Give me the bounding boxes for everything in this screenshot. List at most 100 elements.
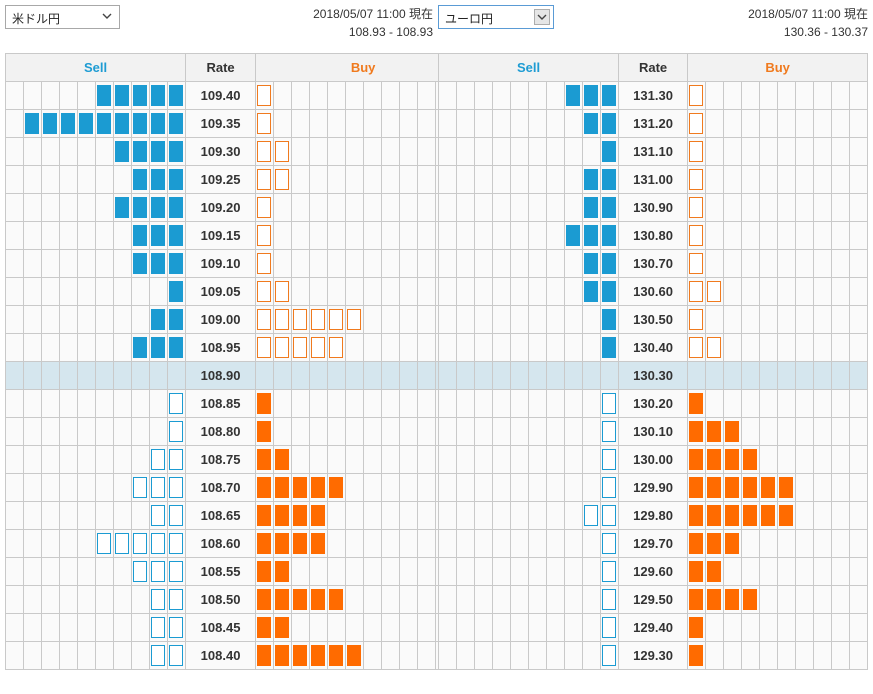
sell-cell	[456, 473, 475, 502]
sell-cell	[599, 277, 620, 306]
sell-position-bar	[602, 421, 617, 442]
buy-position-bar	[257, 309, 272, 330]
sell-cell	[149, 501, 168, 530]
sell-cell	[582, 165, 601, 194]
table-row: 108.60	[5, 529, 472, 558]
sell-cell	[456, 529, 475, 558]
buy-position-bar	[689, 113, 704, 134]
buy-cell	[291, 501, 311, 530]
sell-cell	[95, 501, 114, 530]
sell-cell	[438, 193, 457, 222]
sell-cell	[5, 305, 24, 334]
sell-cell	[5, 417, 24, 446]
sell-order-bar	[169, 141, 184, 162]
rate-cell: 129.40	[618, 613, 689, 642]
sell-cell	[474, 389, 493, 418]
buy-order-bar	[311, 505, 326, 526]
buy-cell	[327, 221, 347, 250]
buy-order-bar	[725, 533, 740, 554]
buy-order-bar	[347, 645, 362, 666]
sell-cell	[131, 557, 150, 586]
buy-order-bar	[761, 477, 776, 498]
sell-cell	[59, 221, 78, 250]
sell-cell	[41, 221, 60, 250]
buy-cell	[741, 165, 761, 194]
buy-cell	[687, 361, 707, 390]
buy-cell	[705, 333, 725, 362]
buy-cell	[705, 193, 725, 222]
sell-cell	[528, 221, 547, 250]
currency-select-usdjpy[interactable]: 米ドル円	[5, 5, 120, 29]
buy-cell	[309, 641, 329, 670]
buy-cell	[723, 557, 743, 586]
buy-cell	[309, 557, 329, 586]
sell-cell	[149, 277, 168, 306]
buy-cell	[363, 193, 383, 222]
sell-cell	[438, 529, 457, 558]
sell-order-bar	[133, 225, 147, 246]
buy-cell	[309, 445, 329, 474]
buy-cell	[849, 473, 869, 502]
table-row: 129.90	[438, 473, 869, 502]
buy-cell	[255, 305, 275, 334]
rate-cell: 129.90	[618, 473, 689, 502]
sell-cell	[438, 109, 457, 138]
buy-cell	[813, 473, 833, 502]
sell-order-bar	[151, 113, 165, 134]
sell-position-bar	[151, 589, 165, 610]
buy-order-bar	[275, 449, 290, 470]
currency-select-eurjpy[interactable]: ユーロ円	[438, 5, 554, 29]
sell-cell	[149, 305, 168, 334]
buy-cell	[309, 585, 329, 614]
buy-cell	[687, 333, 707, 362]
sell-cell	[95, 109, 114, 138]
buy-cell	[291, 641, 311, 670]
sell-cell	[149, 249, 168, 278]
buy-cell	[687, 557, 707, 586]
buy-cell	[849, 137, 869, 166]
buy-cell	[417, 193, 437, 222]
sell-cell	[438, 277, 457, 306]
sell-cell	[23, 417, 42, 446]
buy-cell	[795, 193, 815, 222]
sell-cell	[41, 193, 60, 222]
buy-cell	[363, 277, 383, 306]
sell-cell	[510, 81, 529, 110]
buy-cell	[345, 501, 365, 530]
buy-order-bar	[293, 645, 308, 666]
buy-cell	[849, 109, 869, 138]
buy-cell	[291, 109, 311, 138]
table-row: 131.30	[438, 81, 869, 110]
sell-cell	[528, 81, 547, 110]
buy-order-bar	[743, 505, 758, 526]
buy-cell	[381, 501, 401, 530]
buy-cell	[723, 641, 743, 670]
sell-cell	[582, 137, 601, 166]
sell-cell	[564, 529, 583, 558]
sell-cell	[113, 585, 132, 614]
sell-cell	[166, 333, 187, 362]
buy-position-bar	[275, 281, 290, 302]
buy-cell	[849, 193, 869, 222]
sell-cell	[599, 109, 620, 138]
sell-cell	[492, 165, 511, 194]
sell-cell	[456, 557, 475, 586]
sell-cell	[456, 417, 475, 446]
buy-cell	[723, 529, 743, 558]
sell-cell	[166, 585, 187, 614]
buy-cell	[255, 249, 275, 278]
buy-cell	[795, 305, 815, 334]
sell-cell	[95, 333, 114, 362]
buy-cell	[831, 585, 851, 614]
sell-order-bar	[133, 253, 147, 274]
sell-cell	[564, 193, 583, 222]
sell-cell	[510, 473, 529, 502]
sell-cell	[456, 445, 475, 474]
sell-cell	[23, 109, 42, 138]
buy-cell	[273, 333, 293, 362]
buy-cell	[327, 249, 347, 278]
buy-cell	[795, 165, 815, 194]
buy-order-bar	[707, 505, 722, 526]
buy-cell	[741, 109, 761, 138]
sell-cell	[95, 137, 114, 166]
